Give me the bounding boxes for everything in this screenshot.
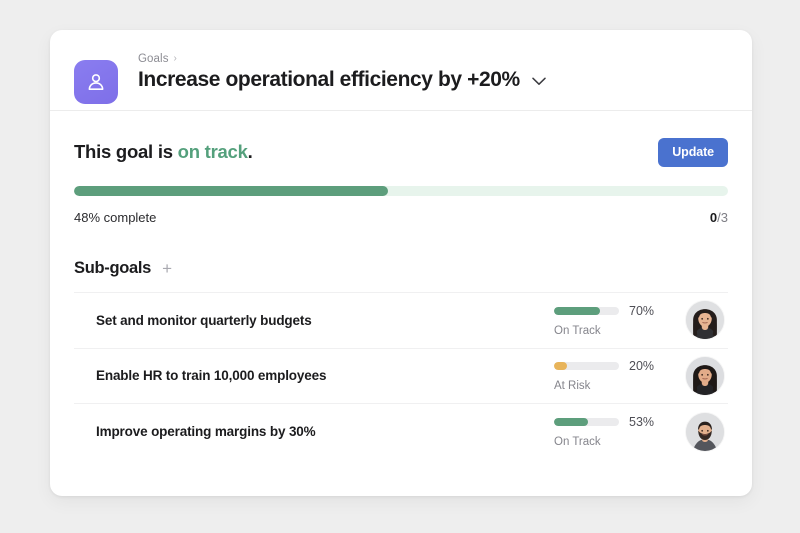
goal-person-icon [74, 60, 118, 104]
subgoal-progress-block: 70% On Track [554, 304, 672, 337]
goal-detail-card: Goals › Increase operational efficiency … [50, 30, 752, 496]
subgoal-progress-fill [554, 418, 589, 427]
status-row: This goal is on track. Update [74, 137, 728, 167]
subgoal-progress-top: 53% [554, 415, 672, 429]
subgoal-completion-count: 0/3 [710, 210, 728, 225]
subgoal-progress-bar [554, 418, 619, 427]
card-body: This goal is on track. Update 48% comple… [50, 111, 752, 460]
breadcrumb-item-goals[interactable]: Goals [138, 53, 169, 65]
subgoal-progress-top: 70% [554, 304, 672, 318]
card-header: Goals › Increase operational efficiency … [50, 30, 752, 111]
goal-progress-bar [74, 186, 728, 196]
completed-count: 0 [709, 210, 718, 225]
subgoal-status-badge: On Track [554, 324, 601, 337]
subgoal-percent-label: 70% [629, 303, 655, 318]
progress-percent-label: 48% complete [74, 210, 157, 225]
subgoal-progress-fill [554, 362, 567, 371]
subgoal-progress-top: 20% [554, 359, 672, 373]
avatar-woman-long-hair[interactable] [686, 356, 724, 395]
subgoal-progress-bar [554, 306, 619, 315]
progress-meta: 48% complete 0/3 [74, 210, 728, 225]
title-row: Increase operational efficiency by +20% [138, 68, 546, 92]
subgoal-status-badge: At Risk [554, 380, 591, 393]
subgoal-row[interactable]: Set and monitor quarterly budgets 70% On… [74, 293, 728, 349]
subgoal-status-badge: On Track [554, 436, 601, 449]
count-separator: / [717, 210, 721, 225]
header-text: Goals › Increase operational efficiency … [138, 45, 546, 92]
page-title: Increase operational efficiency by +20% [138, 68, 520, 91]
subgoal-label: Improve operating margins by 30% [96, 424, 316, 440]
goal-progress-fill [74, 186, 388, 196]
subgoal-percent-label: 53% [629, 415, 655, 430]
add-subgoal-button[interactable]: + [162, 259, 172, 278]
subgoals-heading: Sub-goals + [74, 259, 728, 278]
subgoal-progress-block: 20% At Risk [554, 359, 672, 392]
subgoal-row[interactable]: Enable HR to train 10,000 employees 20% … [74, 349, 728, 404]
breadcrumb: Goals › [138, 53, 546, 65]
subgoal-progress-bar [554, 362, 619, 371]
subgoal-label: Set and monitor quarterly budgets [96, 312, 312, 328]
goal-status-sentence: This goal is on track. [74, 141, 253, 163]
total-count: 3 [720, 210, 728, 225]
status-state-word: on track [177, 141, 248, 162]
chevron-down-icon[interactable] [532, 73, 546, 91]
status-suffix: . [247, 141, 253, 162]
status-prefix: This goal is [74, 141, 178, 162]
subgoal-percent-label: 20% [629, 359, 655, 374]
update-button[interactable]: Update [658, 137, 728, 167]
avatar-woman-dark-hair[interactable] [686, 301, 724, 340]
subgoal-progress-fill [554, 306, 600, 315]
breadcrumb-separator-icon: › [173, 53, 177, 64]
avatar-man-bearded[interactable] [686, 412, 724, 451]
subgoal-row[interactable]: Improve operating margins by 30% 53% On … [74, 404, 728, 460]
subgoals-title: Sub-goals [74, 259, 152, 277]
subgoal-list: Set and monitor quarterly budgets 70% On… [74, 292, 728, 460]
subgoal-label: Enable HR to train 10,000 employees [96, 368, 327, 384]
subgoal-progress-block: 53% On Track [554, 415, 672, 448]
